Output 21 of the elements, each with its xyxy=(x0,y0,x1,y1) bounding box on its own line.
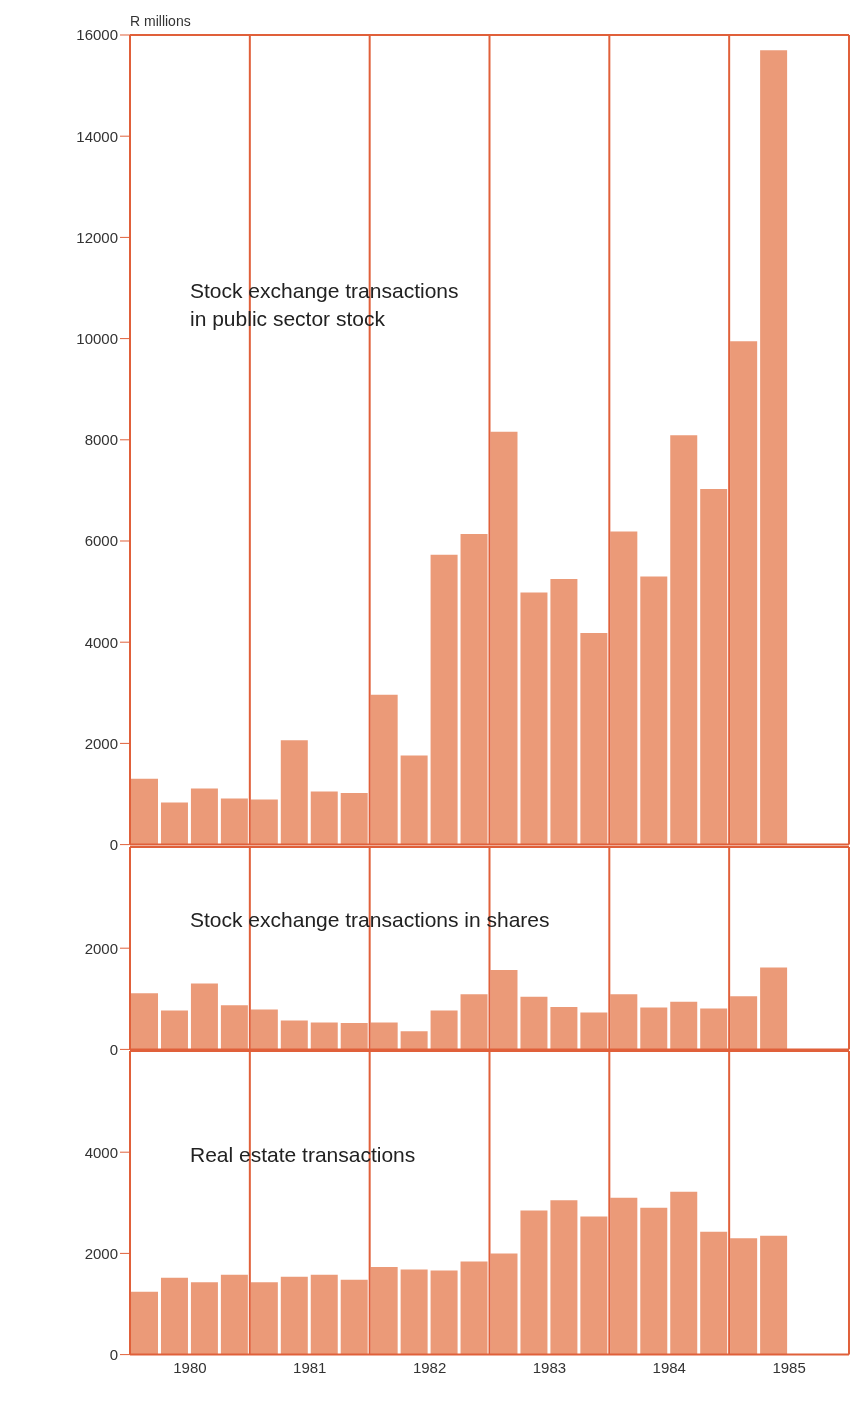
y-tick-label: 10000 xyxy=(76,329,118,347)
y-tick-label: 0 xyxy=(109,835,118,853)
x-tick-label: 1981 xyxy=(293,1359,327,1377)
x-tick-label: 1984 xyxy=(652,1359,686,1377)
y-axis-title: R millions xyxy=(130,12,192,31)
y-tick-label: 16000 xyxy=(76,26,118,44)
y-tick-label: 0 xyxy=(109,1345,119,1363)
x-tick-label: 1980 xyxy=(173,1359,207,1377)
y-tick-label: 14000 xyxy=(76,127,118,145)
y-tick-label: 6000 xyxy=(84,532,118,550)
y-tick-label: 4000 xyxy=(84,1143,119,1161)
x-tick-label: 1985 xyxy=(772,1359,806,1377)
y-tick-label: 0 xyxy=(109,1040,119,1058)
y-tick-label: 4000 xyxy=(84,633,118,651)
y-tick-label: 2000 xyxy=(84,939,119,957)
x-tick-label: 1983 xyxy=(532,1359,567,1377)
y-tick-label: 2000 xyxy=(84,1244,119,1262)
x-tick-label: 1982 xyxy=(412,1359,447,1377)
y-tick-label: 8000 xyxy=(84,431,118,449)
y-tick-label: 12000 xyxy=(76,228,118,246)
y-tick-label: 2000 xyxy=(84,734,118,752)
